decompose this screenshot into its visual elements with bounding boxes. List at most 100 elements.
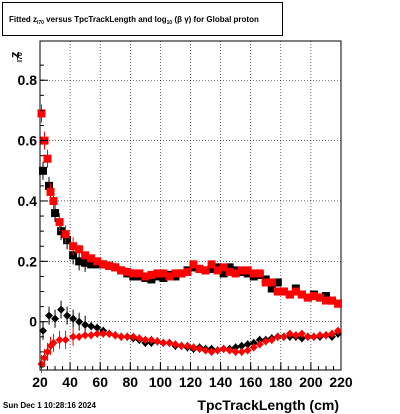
data-point-square bbox=[75, 257, 84, 266]
y-tick-label: 0.8 bbox=[18, 72, 38, 88]
data-point-square bbox=[49, 196, 58, 205]
data-point-square bbox=[55, 218, 64, 227]
data-point-square bbox=[99, 260, 108, 269]
data-point-diamond bbox=[55, 335, 64, 344]
data-point-diamond bbox=[243, 340, 252, 349]
x-tick-label: 80 bbox=[123, 374, 139, 390]
data-point-square bbox=[135, 269, 144, 278]
x-axis-label: TpcTrackLength (cm) bbox=[197, 397, 339, 413]
data-point-diamond bbox=[69, 332, 78, 341]
data-point-square bbox=[303, 293, 312, 302]
data-point-square bbox=[327, 296, 336, 305]
data-point-diamond bbox=[201, 346, 210, 355]
data-point-square bbox=[51, 209, 60, 218]
data-point-diamond bbox=[49, 338, 58, 347]
data-point-diamond bbox=[87, 322, 96, 331]
data-point-diamond bbox=[327, 329, 336, 338]
data-point-square bbox=[183, 267, 192, 276]
data-point-square bbox=[219, 263, 228, 272]
data-point-diamond bbox=[231, 343, 240, 352]
data-point-diamond bbox=[87, 331, 96, 340]
chart-title: Fitted zI70 versus TpcTrackLength and lo… bbox=[2, 2, 283, 36]
data-point-diamond bbox=[43, 347, 52, 356]
x-tick-label: 40 bbox=[62, 374, 78, 390]
title-suffix: (β γ) for Global proton bbox=[172, 15, 259, 24]
data-point-diamond bbox=[75, 317, 84, 326]
data-point-diamond bbox=[153, 337, 162, 346]
data-point-square bbox=[37, 109, 46, 118]
data-point-square bbox=[57, 227, 66, 236]
data-point-square bbox=[273, 278, 282, 287]
data-point-square bbox=[285, 290, 294, 299]
data-point-square bbox=[189, 260, 198, 269]
data-point-diamond bbox=[333, 326, 342, 335]
data-point-diamond bbox=[255, 340, 264, 349]
y-axis-label-sub: I70 bbox=[17, 52, 24, 62]
x-tick-label: 100 bbox=[149, 374, 173, 390]
data-point-square bbox=[207, 260, 216, 269]
data-point-diamond bbox=[243, 346, 252, 355]
x-tick-label: 160 bbox=[239, 374, 263, 390]
data-point-diamond bbox=[117, 332, 126, 341]
data-point-diamond bbox=[249, 338, 258, 347]
y-axis-label: z I70 bbox=[7, 40, 29, 70]
data-point-diamond bbox=[147, 335, 156, 344]
data-point-square bbox=[267, 284, 276, 293]
data-point-square bbox=[147, 275, 156, 284]
data-point-square bbox=[111, 263, 120, 272]
data-point-square bbox=[129, 269, 138, 278]
data-point-diamond bbox=[249, 343, 258, 352]
data-point-square bbox=[249, 269, 258, 278]
data-point-square bbox=[195, 264, 204, 273]
data-point-diamond bbox=[63, 311, 72, 320]
data-point-square bbox=[147, 270, 156, 279]
data-point-square bbox=[321, 296, 330, 305]
data-point-square bbox=[177, 269, 186, 278]
y-tick-label: 0.2 bbox=[18, 253, 38, 269]
data-point-square bbox=[225, 263, 234, 272]
data-point-square bbox=[279, 287, 288, 296]
data-point-diamond bbox=[93, 323, 102, 332]
x-tick-label: 60 bbox=[92, 374, 108, 390]
data-point-square bbox=[105, 261, 114, 270]
x-tick-label: 180 bbox=[269, 374, 293, 390]
data-point-square bbox=[81, 251, 90, 260]
data-point-diamond bbox=[207, 347, 216, 356]
data-point-diamond bbox=[261, 337, 270, 346]
data-point-square bbox=[159, 273, 168, 282]
data-point-square bbox=[201, 266, 210, 275]
y-tick-label: 0.6 bbox=[18, 133, 38, 149]
y-tick-label: 0 bbox=[29, 314, 37, 330]
title-mid: versus TpcTrackLength and log bbox=[43, 15, 167, 24]
data-point-square bbox=[309, 292, 318, 301]
data-point-diamond bbox=[111, 331, 120, 340]
x-tick-label: 120 bbox=[179, 374, 203, 390]
data-point-square bbox=[87, 254, 96, 263]
data-point-square bbox=[87, 260, 96, 269]
x-tick-label: 200 bbox=[299, 374, 323, 390]
data-point-diamond bbox=[45, 311, 54, 320]
data-point-square bbox=[123, 267, 132, 276]
data-point-square bbox=[213, 266, 222, 275]
data-point-square bbox=[291, 287, 300, 296]
data-point-square bbox=[225, 267, 234, 276]
data-point-square bbox=[261, 278, 270, 287]
axes: 20 40 60 80 100 120 140 160 180 200 220 0 0.2 0.4 0.6 0… bbox=[18, 64, 353, 390]
data-point-diamond bbox=[195, 344, 204, 353]
data-point-diamond bbox=[297, 334, 306, 343]
data-point-square bbox=[231, 269, 240, 278]
data-point-square bbox=[315, 293, 324, 302]
data-point-diamond bbox=[129, 332, 138, 341]
data-point-diamond bbox=[61, 335, 70, 344]
data-point-square bbox=[93, 257, 102, 266]
data-point-diamond bbox=[231, 347, 240, 356]
data-point-diamond bbox=[99, 329, 108, 338]
data-point-diamond bbox=[177, 341, 186, 350]
y-tick-label: 0.4 bbox=[18, 193, 38, 209]
data-point-square bbox=[45, 181, 54, 190]
data-point-diamond bbox=[93, 329, 102, 338]
data-point-diamond bbox=[159, 338, 168, 347]
data-point-diamond bbox=[39, 326, 48, 335]
data-point-square bbox=[255, 269, 264, 278]
data-point-square bbox=[243, 266, 252, 275]
